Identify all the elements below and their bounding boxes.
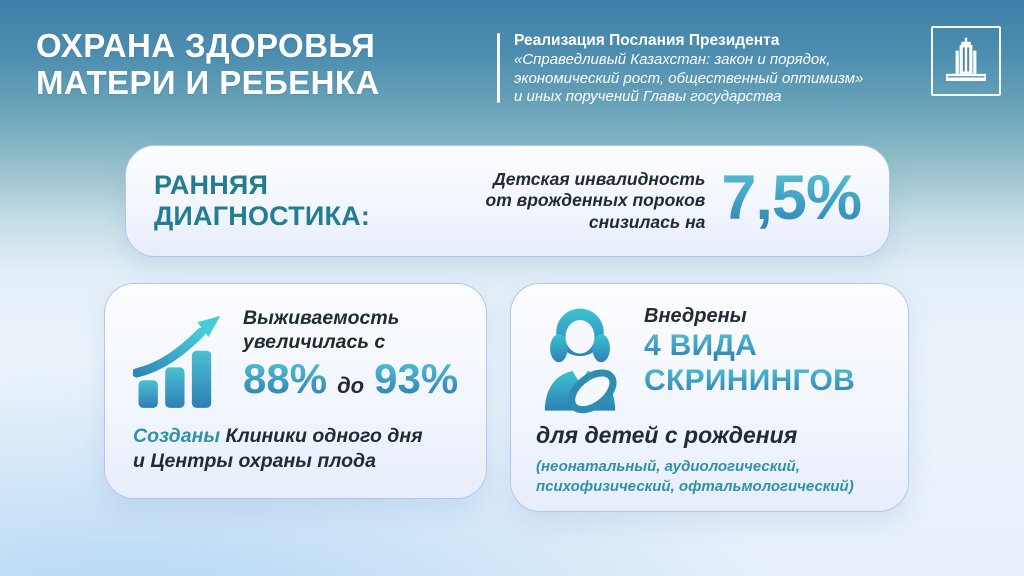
screenings-details-line2: психофизический, офтальмологический): [536, 477, 854, 495]
screenings-details: (неонатальный, аудиологический, психофиз…: [536, 457, 890, 496]
diagnostics-heading-line1: РАННЯЯ: [154, 169, 269, 200]
government-building-icon: [946, 37, 986, 81]
diagnostics-desc-line2: от врожденных пороков: [485, 190, 706, 211]
survival-note-line1-rest: Клиники одного дня: [225, 425, 423, 447]
diagnostics-desc-line3: снизилась на: [588, 211, 706, 232]
screenings-text: Внедрены 4 ВИДА СКРИНИНГОВ: [644, 304, 855, 414]
screenings-lead: Внедрены: [644, 305, 747, 327]
survival-top-row: Выживаемость увеличилась с 88% до 93%: [133, 300, 464, 408]
survival-card: Выживаемость увеличилась с 88% до 93% Со…: [104, 283, 487, 499]
disability-reduction-value: 7,5%: [721, 166, 862, 236]
survival-lead-line1: Выживаемость: [243, 307, 400, 329]
early-diagnostics-card: РАННЯЯ ДИАГНОСТИКА: Детская инвалидность…: [125, 145, 890, 257]
page-title-line2: МАТЕРИ И РЕБЕНКА: [36, 64, 380, 102]
diagnostics-desc-line1: Детская инвалидность: [493, 168, 706, 189]
header-divider: [497, 33, 500, 103]
survival-note-line2: и Центры охраны плода: [133, 450, 376, 472]
program-title: Реализация Послания Президента: [514, 32, 780, 49]
screenings-card: Внедрены 4 ВИДА СКРИНИНГОВ для детей с р…: [510, 283, 909, 512]
survival-lead-line2: увеличилась с: [243, 331, 386, 353]
survival-text: Выживаемость увеличилась с 88% до 93%: [243, 306, 458, 408]
survival-to-value: 93%: [374, 355, 459, 402]
survival-note-highlight: Созданы: [133, 425, 221, 447]
program-reference: Реализация Послания Президента «Справедл…: [514, 31, 924, 107]
survival-note-line1: Созданы Клиники одного дня: [133, 424, 464, 449]
mother-with-baby-icon: [544, 308, 617, 414]
survival-from-value: 88%: [243, 355, 328, 402]
program-quote-line3: и иных поручений Главы государства: [514, 88, 782, 105]
survival-connector: до: [337, 373, 365, 398]
growth-bar-chart-icon: [133, 315, 221, 408]
survival-lead: Выживаемость увеличилась с: [243, 306, 458, 354]
screenings-value-line2: СКРИНИНГОВ: [644, 364, 856, 397]
screenings-details-line1: (неонатальный, аудиологический,: [536, 458, 800, 475]
government-building-logo: [931, 26, 1001, 96]
page-title: ОХРАНА ЗДОРОВЬЯ МАТЕРИ И РЕБЕНКА: [36, 27, 380, 102]
screenings-subject: для детей с рождения: [536, 422, 798, 448]
screenings-top-row: Внедрены 4 ВИДА СКРИНИНГОВ: [536, 296, 890, 414]
page-title-line1: ОХРАНА ЗДОРОВЬЯ: [36, 27, 376, 64]
diagnostics-heading: РАННЯЯ ДИАГНОСТИКА:: [154, 170, 370, 233]
screenings-value-line1: 4 ВИДА: [644, 328, 855, 363]
program-quote-line2: экономический рост, общественный оптимиз…: [514, 69, 864, 87]
survival-note: Созданы Клиники одного дня и Центры охра…: [133, 424, 464, 474]
diagnostics-heading-line2: ДИАГНОСТИКА:: [154, 201, 371, 231]
program-quote-line1: «Справедливый Казахстан: закон и порядок…: [514, 51, 831, 68]
diagnostics-description: Детская инвалидность от врожденных порок…: [486, 169, 706, 234]
survival-values: 88% до 93%: [243, 358, 458, 400]
